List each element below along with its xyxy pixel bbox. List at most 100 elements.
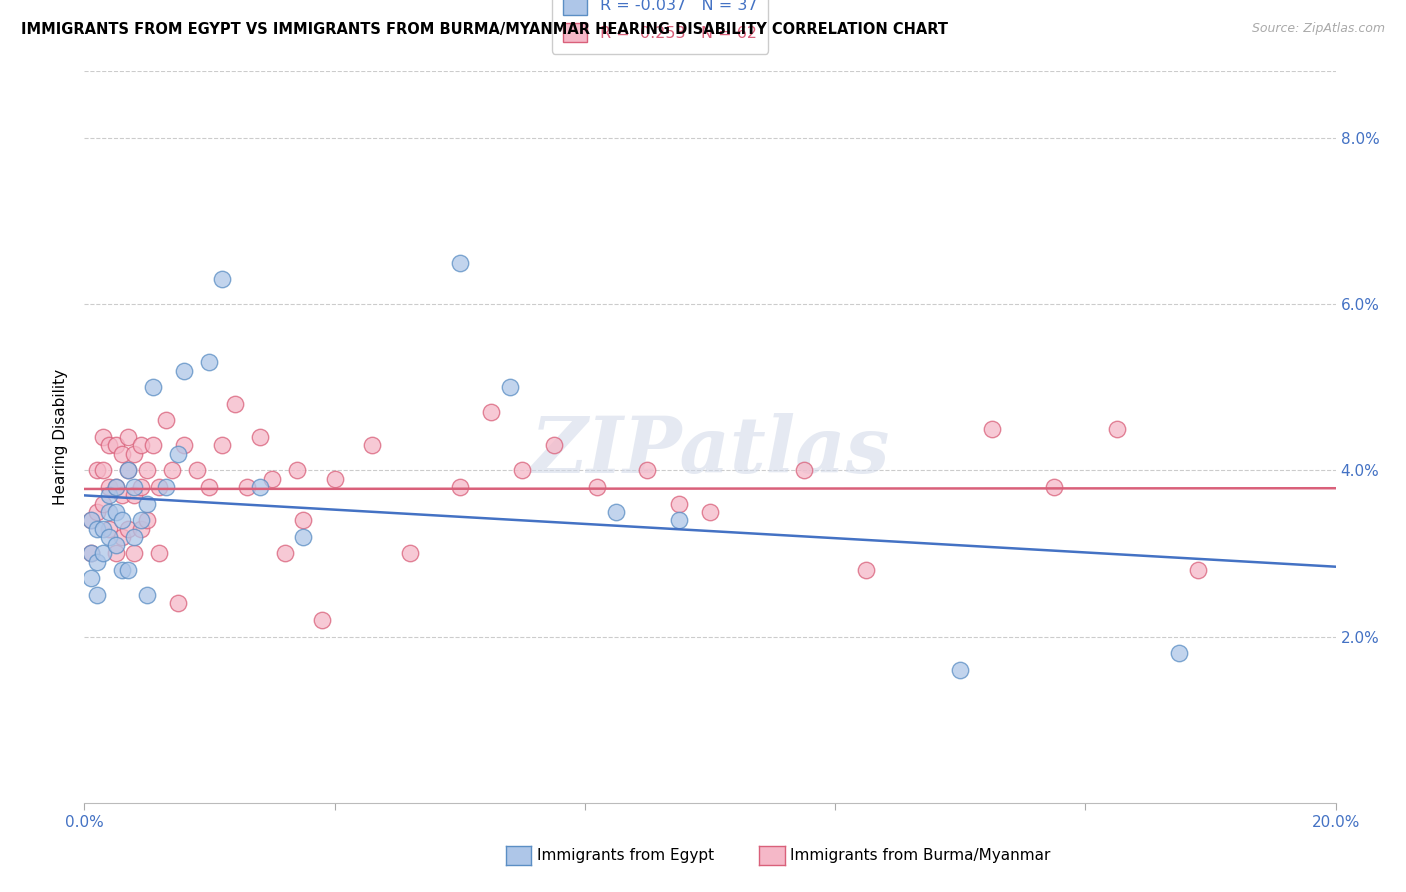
Point [136,497,159,511]
Point [186,463,208,477]
Point [129,513,152,527]
Point [91,546,114,560]
Point [1187,563,1209,577]
Point [1105,422,1128,436]
Point [855,563,877,577]
Point [499,380,522,394]
Point [111,513,134,527]
Point [142,380,165,394]
Point [86,463,108,477]
Point [124,530,146,544]
Point [98,480,121,494]
Point [148,480,170,494]
Point [398,546,420,560]
Point [98,521,121,535]
Point [249,430,271,444]
Point [311,613,333,627]
Point [98,488,121,502]
Point [86,521,108,535]
Point [136,513,159,527]
Point [198,480,221,494]
Point [249,480,271,494]
Point [79,546,101,560]
Point [479,405,502,419]
Point [104,438,127,452]
Point [292,530,315,544]
Point [543,438,565,452]
Point [512,463,534,477]
Point [91,463,114,477]
Point [124,488,146,502]
Point [236,480,259,494]
Y-axis label: Hearing Disability: Hearing Disability [53,369,69,505]
Point [637,463,659,477]
Point [160,463,183,477]
Point [148,546,170,560]
Point [173,438,195,452]
Point [79,546,101,560]
Point [98,530,121,544]
Point [111,488,134,502]
Point [117,521,139,535]
Point [142,438,165,452]
Point [586,480,609,494]
Point [699,505,721,519]
Point [117,463,139,477]
Point [167,447,190,461]
Point [86,588,108,602]
Point [1168,646,1191,660]
Point [117,463,139,477]
Point [129,521,152,535]
Point [104,538,127,552]
Point [155,480,177,494]
Point [117,430,139,444]
Point [273,546,295,560]
Point [86,505,108,519]
Point [91,430,114,444]
Point [86,555,108,569]
Point [949,663,972,677]
Point [668,513,690,527]
Text: IMMIGRANTS FROM EGYPT VS IMMIGRANTS FROM BURMA/MYANMAR HEARING DISABILITY CORREL: IMMIGRANTS FROM EGYPT VS IMMIGRANTS FROM… [21,22,948,37]
Point [155,413,177,427]
Point [98,438,121,452]
Point [1043,480,1066,494]
Point [224,397,246,411]
Point [111,563,134,577]
Point [980,422,1002,436]
Point [285,463,308,477]
Point [79,513,101,527]
Point [449,255,471,269]
Legend: R = -0.037   N = 37, R =  0.253   N = 62: R = -0.037 N = 37, R = 0.253 N = 62 [551,0,768,54]
Point [211,438,233,452]
Point [91,497,114,511]
Point [79,513,101,527]
Point [104,480,127,494]
Point [111,447,134,461]
Point [124,546,146,560]
Point [124,480,146,494]
Point [129,438,152,452]
Point [124,447,146,461]
Point [98,505,121,519]
Point [167,596,190,610]
Text: Source: ZipAtlas.com: Source: ZipAtlas.com [1251,22,1385,36]
Point [129,480,152,494]
Point [323,472,346,486]
Point [262,472,284,486]
Point [292,513,315,527]
Point [361,438,384,452]
Text: Immigrants from Burma/Myanmar: Immigrants from Burma/Myanmar [790,848,1050,863]
Point [104,480,127,494]
Point [104,505,127,519]
Point [136,588,159,602]
Point [211,272,233,286]
Point [136,463,159,477]
Point [793,463,815,477]
Point [449,480,471,494]
Point [91,521,114,535]
Point [605,505,627,519]
Point [111,530,134,544]
Point [79,571,101,585]
Point [104,546,127,560]
